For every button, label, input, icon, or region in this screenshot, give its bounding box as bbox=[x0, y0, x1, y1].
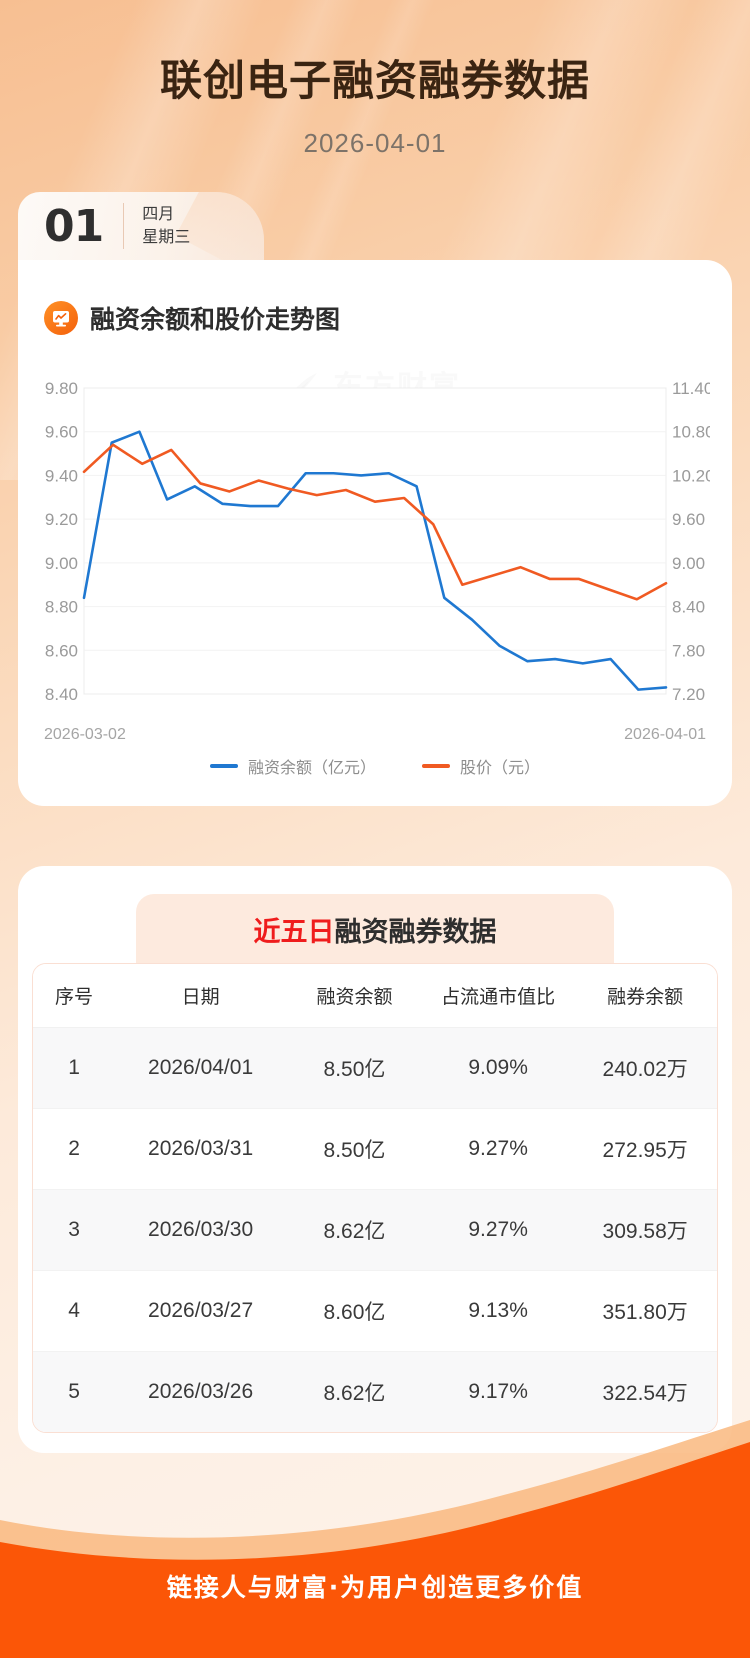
left-axis-tick: 8.80 bbox=[45, 598, 78, 617]
right-axis-tick: 10.80 bbox=[672, 423, 710, 442]
cell-pct: 9.27% bbox=[422, 1189, 574, 1271]
left-axis-tick: 9.40 bbox=[45, 466, 78, 485]
left-axis-tick: 9.00 bbox=[45, 554, 78, 573]
cell-date: 2026/03/31 bbox=[115, 1108, 287, 1190]
table-card-wrapper: 近五日融资融券数据 东方财富 序号 日期 融资余额 占流通市值比 融券余额 bbox=[18, 866, 732, 1453]
x-axis-start-label: 2026-03-02 bbox=[44, 726, 126, 743]
cell-pct: 9.09% bbox=[422, 1027, 574, 1109]
column-header-date: 日期 bbox=[115, 964, 287, 1028]
cell-short: 240.02万 bbox=[573, 1027, 717, 1109]
right-axis-tick: 7.20 bbox=[672, 685, 705, 704]
chart-card-wrapper: 01 四月 星期三 融资余额和股价走势图 bbox=[18, 192, 732, 806]
chart-section-title: 融资余额和股价走势图 bbox=[90, 305, 341, 334]
legend-item-financing: 融资余额（亿元） bbox=[209, 754, 376, 778]
cell-index: 4 bbox=[33, 1270, 116, 1352]
table-title-highlight: 近五日 bbox=[253, 917, 335, 948]
date-tab-month: 四月 bbox=[142, 206, 175, 223]
cell-balance: 8.62亿 bbox=[286, 1189, 423, 1271]
left-axis-tick: 9.60 bbox=[45, 423, 78, 442]
table-row: 1 2026/04/01 8.50亿 9.09% 240.02万 bbox=[33, 1027, 717, 1109]
page-footer: 链接人与财富·为用户创造更多价值 bbox=[0, 1400, 750, 1658]
chart-container: 东方财富 9.8011.409.6010.809.4010.209.209.60… bbox=[40, 360, 710, 780]
column-header-short: 融券余额 bbox=[573, 964, 717, 1028]
date-tab: 01 四月 星期三 bbox=[18, 192, 264, 260]
table-row: 2 2026/03/31 8.50亿 9.27% 272.95万 bbox=[33, 1108, 717, 1190]
cell-short: 351.80万 bbox=[573, 1270, 717, 1352]
chart-legend: 融资余额（亿元） 股价（元） bbox=[40, 754, 710, 778]
date-tab-weekday: 星期三 bbox=[142, 229, 191, 246]
cell-pct: 9.17% bbox=[422, 1351, 574, 1432]
cell-index: 3 bbox=[33, 1189, 116, 1271]
cell-index: 5 bbox=[33, 1351, 116, 1432]
cell-date: 2026/03/30 bbox=[115, 1189, 287, 1271]
left-axis-tick: 8.60 bbox=[45, 641, 78, 660]
cell-short: 309.58万 bbox=[573, 1189, 717, 1271]
cell-balance: 8.50亿 bbox=[286, 1027, 423, 1109]
table-title: 近五日融资融券数据 bbox=[136, 894, 614, 963]
cell-index: 2 bbox=[33, 1108, 116, 1190]
chart-line-financing bbox=[82, 430, 668, 691]
footer-slogan: 链接人与财富·为用户创造更多价值 bbox=[166, 1573, 584, 1602]
legend-item-price: 股价（元） bbox=[422, 754, 540, 778]
margin-trading-table: 序号 日期 融资余额 占流通市值比 融券余额 1 2026/04/01 8.50亿 9… bbox=[33, 964, 717, 1432]
table-row: 5 2026/03/26 8.62亿 9.17% 322.54万 bbox=[33, 1351, 717, 1432]
cell-date: 2026/03/26 bbox=[115, 1351, 287, 1432]
cell-date: 2026/03/27 bbox=[115, 1270, 287, 1352]
cell-pct: 9.27% bbox=[422, 1108, 574, 1190]
column-header-index: 序号 bbox=[33, 964, 116, 1028]
legend-color-swatch bbox=[209, 764, 238, 768]
legend-label-financing: 融资余额（亿元） bbox=[247, 760, 376, 777]
table-card: 近五日融资融券数据 东方财富 序号 日期 融资余额 占流通市值比 融券余额 bbox=[18, 866, 732, 1453]
left-axis-tick: 8.40 bbox=[45, 685, 78, 704]
table-row: 3 2026/03/30 8.62亿 9.27% 309.58万 bbox=[33, 1189, 717, 1271]
page-header: 联创电子融资融券数据 2026-04-01 bbox=[0, 0, 750, 159]
right-axis-tick: 8.40 bbox=[672, 598, 705, 617]
table-row: 4 2026/03/27 8.60亿 9.13% 351.80万 bbox=[33, 1270, 717, 1352]
right-axis-tick: 9.00 bbox=[672, 554, 705, 573]
cell-date: 2026/04/01 bbox=[115, 1027, 287, 1109]
date-tab-day: 01 bbox=[44, 200, 104, 252]
chart-card: 融资余额和股价走势图 东方财富 9.8011.409.6010.809.4010… bbox=[18, 260, 732, 806]
right-axis-tick: 9.60 bbox=[672, 510, 705, 529]
footer-wave bbox=[0, 1420, 750, 1658]
legend-color-swatch bbox=[422, 764, 450, 768]
page-subtitle-date: 2026-04-01 bbox=[303, 128, 447, 158]
left-axis-tick: 9.80 bbox=[45, 379, 78, 398]
legend-label-price: 股价（元） bbox=[460, 760, 541, 777]
chart-section-header: 融资余额和股价走势图 bbox=[18, 260, 732, 336]
table-title-rest: 融资融券数据 bbox=[334, 917, 497, 948]
right-axis-tick: 10.20 bbox=[672, 466, 710, 485]
cell-short: 272.95万 bbox=[573, 1108, 717, 1190]
cell-index: 1 bbox=[33, 1027, 116, 1109]
right-axis-tick: 11.40 bbox=[672, 379, 710, 398]
chart-line-price bbox=[82, 443, 668, 601]
x-axis-end-label: 2026-04-01 bbox=[624, 726, 706, 743]
cell-balance: 8.60亿 bbox=[286, 1270, 423, 1352]
date-tab-divider bbox=[123, 203, 125, 249]
trend-chart: 9.80 11.40 9.60 10.80 9.40 10.20 9.20 9.60 9.00 9… bbox=[45, 379, 710, 704]
cell-balance: 8.50亿 bbox=[286, 1108, 423, 1190]
cell-short: 322.54万 bbox=[573, 1351, 717, 1432]
chart-monitor-icon bbox=[44, 301, 78, 335]
column-header-balance: 融资余额 bbox=[286, 964, 423, 1028]
left-axis-tick: 9.20 bbox=[45, 510, 78, 529]
cell-pct: 9.13% bbox=[422, 1270, 574, 1352]
table-header-row: 序号 日期 融资余额 占流通市值比 融券余额 bbox=[33, 964, 717, 1028]
right-axis-tick: 7.80 bbox=[672, 641, 705, 660]
cell-balance: 8.62亿 bbox=[286, 1351, 423, 1432]
page-title: 联创电子融资融券数据 bbox=[159, 56, 590, 105]
table-frame: 东方财富 序号 日期 融资余额 占流通市值比 融券余额 12026/04/018… bbox=[32, 963, 718, 1433]
column-header-pct: 占流通市值比 bbox=[422, 964, 574, 1028]
